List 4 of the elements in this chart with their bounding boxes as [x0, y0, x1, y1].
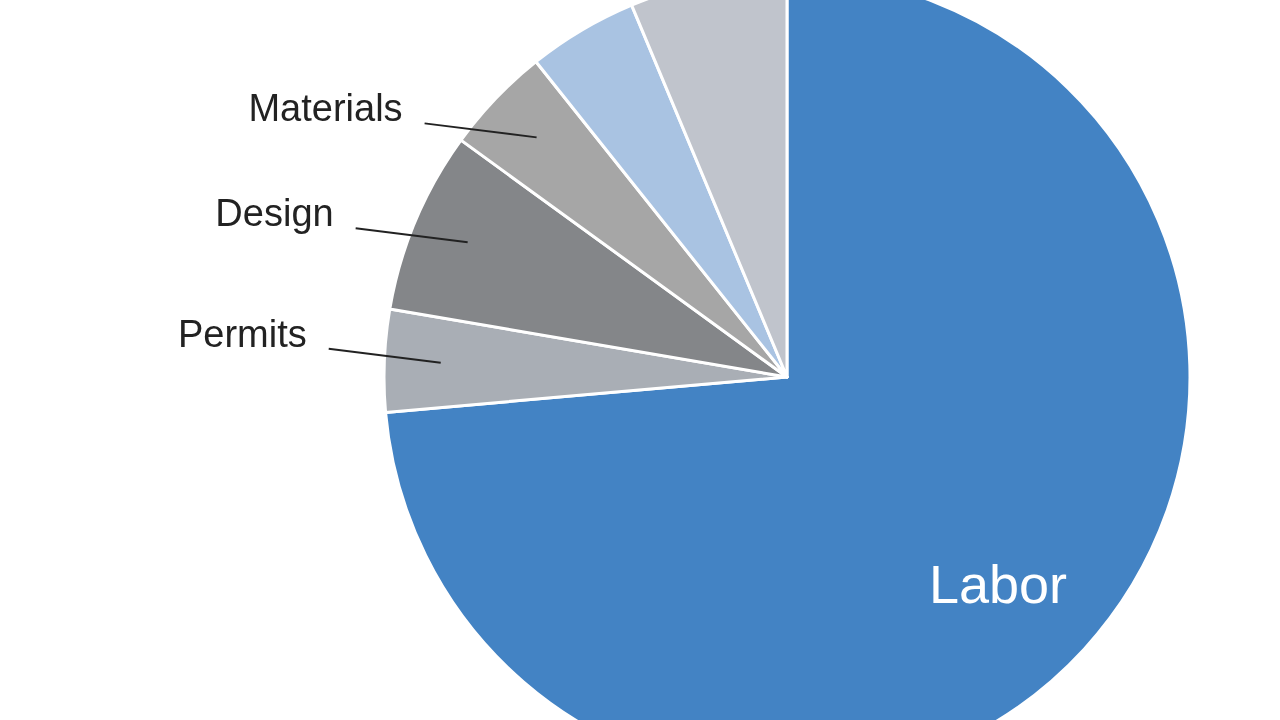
slice-label: Materials [248, 87, 403, 130]
slice-label: Labor [928, 554, 1068, 614]
slice-label: Permits [177, 312, 307, 355]
slice-label: Design [215, 192, 334, 235]
